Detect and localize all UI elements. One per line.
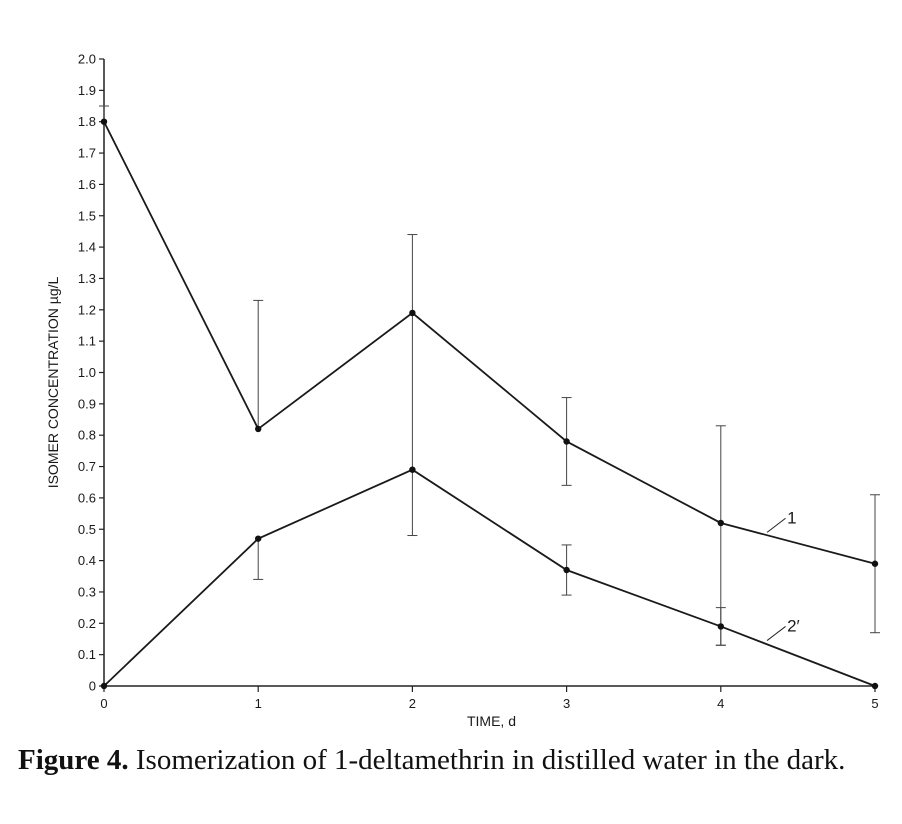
series-label: 1: [787, 508, 796, 527]
data-point: [563, 438, 570, 445]
series-label: 2′: [787, 616, 800, 635]
x-tick-label: 2: [409, 696, 416, 711]
y-tick-label: 1.3: [78, 271, 96, 286]
chart: 0 0.1 0.2 0.3 0.4 0.5 0.6 0.7 0.8 0.9 1.0 1.1 1.2 1.3…: [45, 52, 880, 729]
figure-label: Figure 4.: [18, 744, 129, 776]
x-tick-label: 1: [255, 696, 262, 711]
y-tick-label: 0.7: [78, 459, 96, 474]
y-axis-ticks: 0 0.1 0.2 0.3 0.4 0.5 0.6 0.7 0.8 0.9 1.0 1.1 1.2 1.3…: [78, 52, 104, 694]
y-axis-title: ISOMER CONCENTRATION µg/L: [45, 276, 61, 488]
y-tick-label: 2.0: [78, 52, 96, 67]
y-tick-label: 1.7: [78, 146, 96, 161]
series-label-leader: [766, 517, 786, 533]
y-tick-label: 1.4: [78, 240, 96, 255]
data-point: [100, 682, 108, 690]
data-point: [100, 118, 108, 125]
data-point: [717, 519, 724, 527]
series-labels: 1 2′: [766, 508, 800, 641]
data-point: [717, 623, 724, 630]
data-point: [409, 309, 416, 317]
series-line-2: [103, 468, 876, 687]
y-tick-label: 0.1: [78, 647, 96, 662]
y-tick-label: 0.2: [78, 616, 96, 631]
y-tick-label: 0.9: [78, 396, 96, 411]
y-tick-label: 0.4: [78, 553, 96, 568]
y-tick-label: 1.2: [78, 302, 96, 317]
x-axis-title: TIME, d: [467, 713, 516, 729]
series-line-1: [103, 121, 876, 565]
y-tick-label: 0.5: [78, 522, 96, 537]
error-bars: [99, 105, 880, 646]
x-tick-label: 4: [717, 696, 724, 711]
data-points: [100, 118, 879, 690]
y-tick-label: 0: [89, 679, 96, 694]
y-tick-label: 1.5: [78, 208, 96, 223]
caption-text: Isomerization of 1-deltamethrin in disti…: [135, 744, 846, 776]
y-tick-label: 1.6: [78, 177, 96, 192]
y-tick-label: 0.6: [78, 490, 96, 505]
data-point: [409, 466, 416, 473]
y-tick-label: 1.0: [78, 365, 96, 380]
data-point: [563, 566, 570, 574]
x-tick-label: 3: [563, 696, 570, 711]
figure-caption: Figure 4. Isomerization of 1-deltamethri…: [18, 744, 894, 777]
y-tick-label: 1.9: [78, 83, 96, 98]
x-tick-label: 0: [100, 696, 107, 711]
x-axis-ticks: 0 1 2 3 4 5: [100, 686, 879, 711]
data-point: [255, 425, 262, 433]
y-tick-label: 0.8: [78, 428, 96, 443]
series-label-leader: [766, 626, 786, 641]
data-point: [871, 560, 879, 567]
series-lines: [103, 121, 876, 687]
y-tick-label: 0.3: [78, 584, 96, 599]
y-tick-label: 1.8: [78, 114, 96, 129]
x-tick-label: 5: [871, 696, 878, 711]
y-tick-label: 1.1: [78, 334, 96, 349]
data-point: [255, 535, 262, 542]
data-point: [871, 682, 879, 690]
